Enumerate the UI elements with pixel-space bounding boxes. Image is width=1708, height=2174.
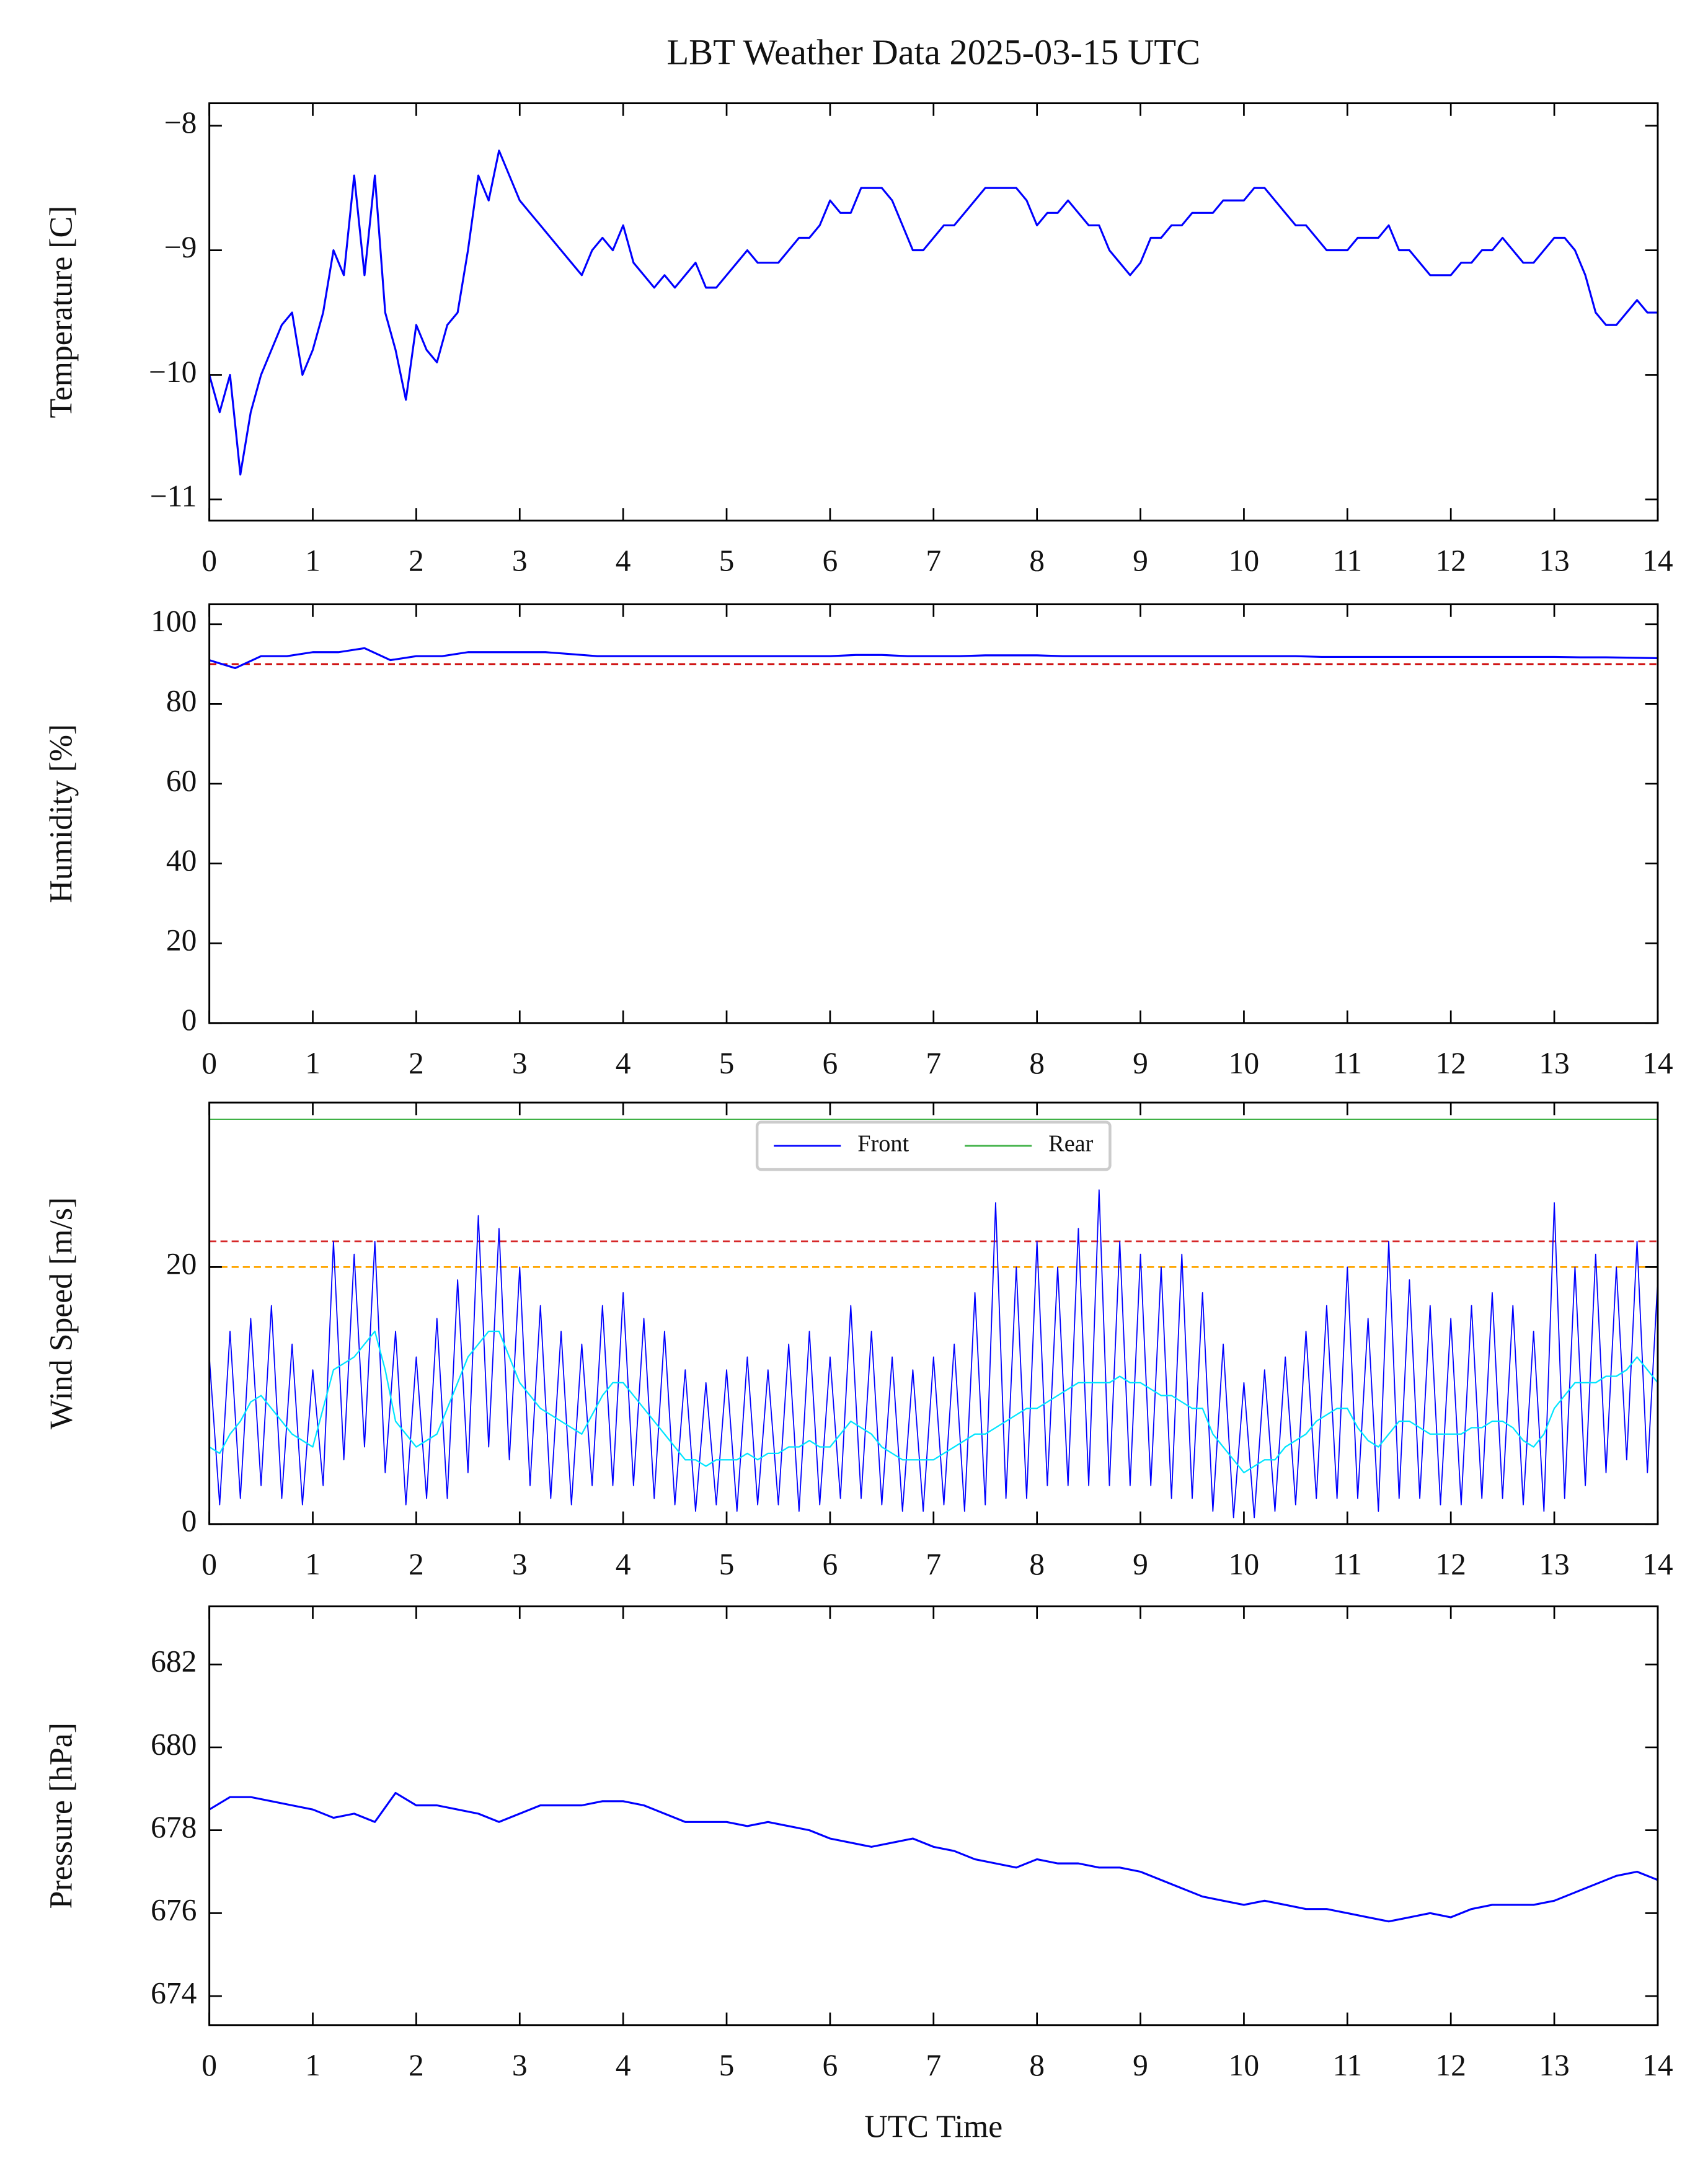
y-axis-label: Temperature [C] [43, 206, 79, 419]
x-tick-label: 13 [1539, 544, 1570, 578]
x-tick-label: 12 [1435, 1046, 1466, 1080]
x-tick-label: 5 [719, 2048, 735, 2082]
x-tick-label: 9 [1133, 2048, 1148, 2082]
plot-area [209, 149, 1658, 476]
x-tick-label: 2 [409, 2048, 424, 2082]
x-tick-label: 3 [512, 1046, 528, 1080]
x-tick-label: 6 [823, 544, 838, 578]
data-line [209, 1791, 1658, 1923]
y-axis-label: Pressure [hPa] [43, 1723, 79, 1909]
x-tick-label: 8 [1029, 544, 1045, 578]
x-tick-label: 0 [201, 1046, 217, 1080]
x-tick-label: 14 [1642, 1046, 1673, 1080]
x-tick-label: 5 [719, 1547, 735, 1581]
x-tick-label: 2 [409, 1547, 424, 1581]
x-tick-label: 1 [305, 2048, 321, 2082]
x-tick-label: 1 [305, 1046, 321, 1080]
x-tick-label: 7 [926, 1547, 941, 1581]
legend-item: Front [774, 1131, 909, 1157]
x-tick-label: 11 [1332, 1547, 1362, 1581]
legend-label: Rear [1048, 1131, 1093, 1157]
x-tick-label: 2 [409, 1046, 424, 1080]
x-tick-label: 6 [823, 2048, 838, 2082]
data-line [209, 149, 1658, 476]
x-axis-label: UTC Time [864, 2110, 1002, 2145]
x-tick-label: 10 [1229, 1046, 1260, 1080]
x-tick-label: 11 [1332, 544, 1362, 578]
data-line [209, 647, 1658, 670]
x-tick-label: 7 [926, 544, 941, 578]
y-tick-label: 0 [182, 1003, 197, 1037]
x-tick-label: 6 [823, 1547, 838, 1581]
y-tick-label: 0 [182, 1504, 197, 1538]
x-tick-label: 13 [1539, 2048, 1570, 2082]
y-tick-label: 80 [166, 684, 197, 718]
x-tick-label: 14 [1642, 2048, 1673, 2082]
y-tick-label: 680 [151, 1727, 197, 1761]
x-tick-label: 1 [305, 1547, 321, 1581]
y-tick-label: −8 [164, 105, 197, 140]
legend-label: Front [857, 1131, 909, 1157]
x-tick-label: 8 [1029, 1046, 1045, 1080]
y-tick-label: 676 [151, 1893, 197, 1927]
x-tick-label: 10 [1229, 544, 1260, 578]
x-tick-label: 7 [926, 1046, 941, 1080]
x-tick-label: 13 [1539, 1046, 1570, 1080]
x-tick-label: 9 [1133, 1046, 1148, 1080]
x-tick-label: 9 [1133, 1547, 1148, 1581]
x-tick-label: 8 [1029, 2048, 1045, 2082]
x-tick-label: 0 [201, 1547, 217, 1581]
x-tick-label: 1 [305, 544, 321, 578]
data-line [209, 1330, 1658, 1474]
x-tick-label: 11 [1332, 2048, 1362, 2082]
x-tick-label: 2 [409, 544, 424, 578]
x-tick-label: 5 [719, 544, 735, 578]
x-tick-label: 12 [1435, 2048, 1466, 2082]
legend-item: Rear [965, 1131, 1094, 1157]
x-tick-label: 4 [616, 2048, 631, 2082]
x-tick-label: 11 [1332, 1046, 1362, 1080]
y-tick-label: 20 [166, 923, 197, 957]
x-tick-label: 4 [616, 1547, 631, 1581]
x-tick-label: 10 [1229, 1547, 1260, 1581]
x-tick-label: 9 [1133, 544, 1148, 578]
x-tick-label: 8 [1029, 1547, 1045, 1581]
figure-title: LBT Weather Data 2025-03-15 UTC [666, 32, 1200, 72]
x-tick-label: 14 [1642, 1547, 1673, 1581]
legend-box [755, 1120, 1112, 1171]
x-tick-label: 3 [512, 2048, 528, 2082]
y-tick-label: 674 [151, 1976, 197, 2010]
x-tick-label: 4 [616, 544, 631, 578]
y-tick-label: −10 [149, 355, 197, 389]
x-tick-label: 0 [201, 2048, 217, 2082]
x-tick-label: 3 [512, 544, 528, 578]
y-tick-label: 100 [151, 604, 197, 638]
plot-area [209, 1791, 1658, 1923]
x-tick-label: 7 [926, 2048, 941, 2082]
y-tick-label: 20 [166, 1247, 197, 1281]
y-tick-label: 40 [166, 843, 197, 877]
plot-area [209, 647, 1658, 670]
y-tick-label: 682 [151, 1644, 197, 1679]
x-tick-label: 0 [201, 544, 217, 578]
x-tick-label: 4 [616, 1046, 631, 1080]
x-tick-label: 14 [1642, 544, 1673, 578]
y-tick-label: 678 [151, 1810, 197, 1844]
y-tick-label: −9 [164, 230, 197, 264]
x-tick-label: 10 [1229, 2048, 1260, 2082]
x-tick-label: 6 [823, 1046, 838, 1080]
x-tick-label: 3 [512, 1547, 528, 1581]
x-tick-label: 12 [1435, 1547, 1466, 1581]
y-tick-label: −11 [150, 479, 197, 513]
x-tick-label: 13 [1539, 1547, 1570, 1581]
plot-area [209, 1119, 1658, 1519]
x-tick-label: 12 [1435, 544, 1466, 578]
y-axis-label: Wind Speed [m/s] [43, 1197, 79, 1429]
y-axis-label: Humidity [%] [43, 724, 79, 903]
y-tick-label: 60 [166, 763, 197, 797]
x-tick-label: 5 [719, 1046, 735, 1080]
